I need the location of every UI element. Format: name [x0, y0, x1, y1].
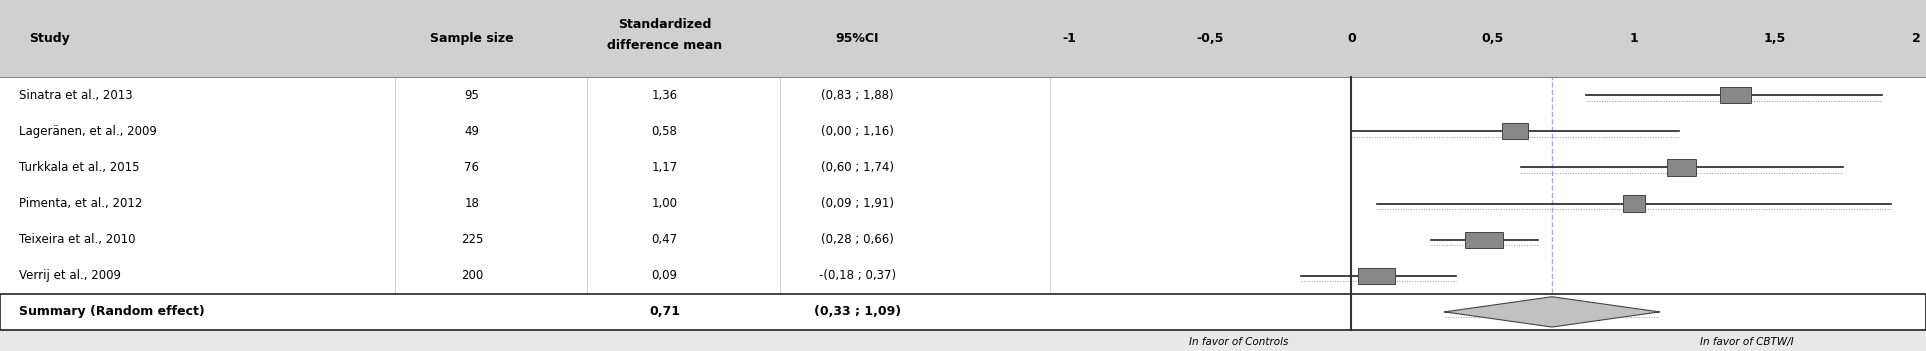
Text: (0,00 ; 1,16): (0,00 ; 1,16): [820, 125, 894, 138]
Text: Verrij et al., 2009: Verrij et al., 2009: [19, 269, 121, 282]
Text: Pimenta, et al., 2012: Pimenta, et al., 2012: [19, 197, 143, 210]
Text: 0,47: 0,47: [651, 233, 678, 246]
Text: 95: 95: [464, 89, 480, 102]
Text: 0: 0: [1346, 32, 1356, 45]
Text: (0,09 ; 1,91): (0,09 ; 1,91): [820, 197, 894, 210]
Bar: [1502, 123, 1529, 139]
Bar: [0, 77, 1926, 330]
Text: Teixeira et al., 2010: Teixeira et al., 2010: [19, 233, 135, 246]
Text: 2: 2: [1913, 32, 1920, 45]
Text: (0,83 ; 1,88): (0,83 ; 1,88): [820, 89, 894, 102]
Bar: [1720, 87, 1751, 104]
Text: -1: -1: [1061, 32, 1077, 45]
Bar: [1624, 196, 1645, 212]
Text: In favor of Controls: In favor of Controls: [1188, 337, 1288, 346]
Text: (0,33 ; 1,09): (0,33 ; 1,09): [813, 305, 901, 318]
Polygon shape: [1444, 297, 1660, 327]
Text: 0,71: 0,71: [649, 305, 680, 318]
Text: (0,28 ; 0,66): (0,28 ; 0,66): [820, 233, 894, 246]
Text: Turkkala et al., 2015: Turkkala et al., 2015: [19, 161, 141, 174]
Text: 1,36: 1,36: [651, 89, 678, 102]
Bar: [0, 294, 1926, 330]
Text: 95%CI: 95%CI: [836, 32, 878, 45]
Bar: [1358, 268, 1396, 284]
Bar: [1668, 159, 1697, 176]
Text: 0,09: 0,09: [651, 269, 678, 282]
Text: Standardized: Standardized: [618, 18, 711, 31]
Text: 0,5: 0,5: [1481, 32, 1504, 45]
Text: 200: 200: [460, 269, 483, 282]
Text: 1,5: 1,5: [1764, 32, 1785, 45]
Text: 1: 1: [1629, 32, 1639, 45]
Text: Summary (Random effect): Summary (Random effect): [19, 305, 204, 318]
Text: (0,60 ; 1,74): (0,60 ; 1,74): [820, 161, 894, 174]
Text: Study: Study: [29, 32, 69, 45]
Text: 0,58: 0,58: [651, 125, 678, 138]
Text: 225: 225: [460, 233, 483, 246]
Text: 1,00: 1,00: [651, 197, 678, 210]
Text: 18: 18: [464, 197, 480, 210]
Bar: [1466, 232, 1504, 248]
Text: 76: 76: [464, 161, 480, 174]
Text: -(0,18 ; 0,37): -(0,18 ; 0,37): [819, 269, 896, 282]
Text: Lageränen, et al., 2009: Lageränen, et al., 2009: [19, 125, 158, 138]
Text: difference mean: difference mean: [607, 39, 722, 52]
Text: In favor of CBTW/I: In favor of CBTW/I: [1701, 337, 1793, 346]
Bar: [0, 0, 1926, 77]
Text: 49: 49: [464, 125, 480, 138]
Text: 1,17: 1,17: [651, 161, 678, 174]
Text: Sample size: Sample size: [429, 32, 514, 45]
Text: -0,5: -0,5: [1196, 32, 1223, 45]
Text: Sinatra et al., 2013: Sinatra et al., 2013: [19, 89, 133, 102]
